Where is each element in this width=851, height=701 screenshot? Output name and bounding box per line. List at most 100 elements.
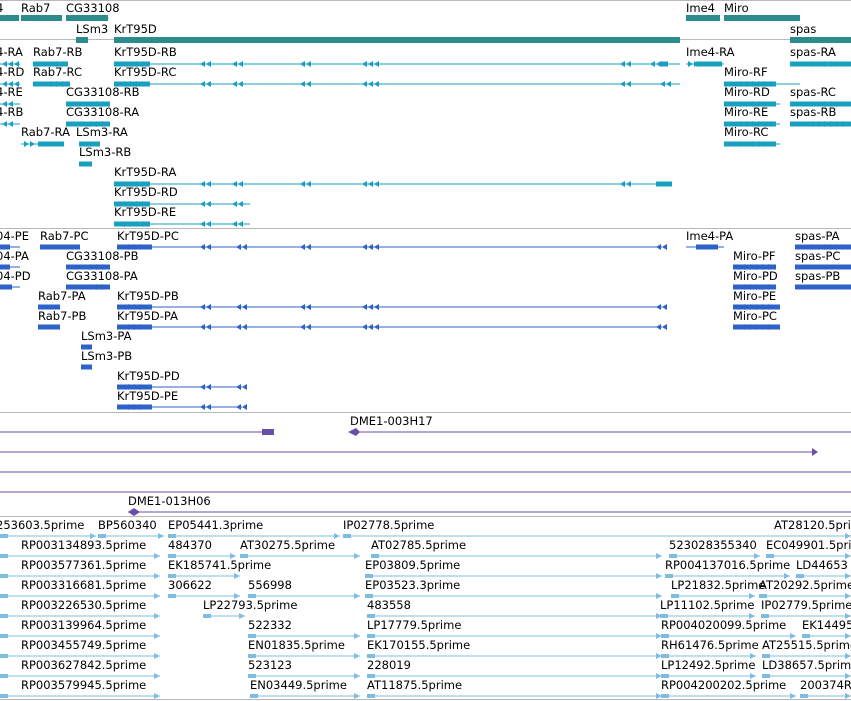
est-block[interactable] — [661, 694, 669, 698]
gene-label[interactable]: 4 — [0, 2, 3, 15]
est-block[interactable] — [800, 694, 808, 698]
strand-arrow[interactable] — [238, 221, 243, 227]
strand-arrow[interactable] — [306, 181, 311, 187]
strand-arrow[interactable] — [830, 101, 835, 107]
est-label[interactable]: LD38657.5prime — [762, 658, 851, 672]
strand-arrow[interactable] — [300, 244, 305, 250]
strand-arrow[interactable] — [104, 15, 109, 21]
est-block[interactable] — [0, 594, 8, 598]
est-label[interactable]: EK170155.5prime — [367, 638, 471, 652]
transcript-label[interactable]: CG33108-PB — [66, 249, 139, 263]
strand-arrow[interactable] — [762, 304, 767, 310]
est-label[interactable]: RP004200202.5prime — [661, 678, 787, 692]
transcript-label[interactable]: spas-RB — [790, 105, 837, 119]
strand-arrow[interactable] — [824, 61, 829, 67]
strand-arrow[interactable] — [656, 693, 662, 699]
est-block[interactable] — [367, 674, 375, 678]
strand-arrow[interactable] — [744, 324, 749, 330]
strand-arrow[interactable] — [830, 121, 835, 127]
transcript-label[interactable]: 04-PD — [0, 269, 31, 283]
transcript-label[interactable]: 04-PA — [0, 249, 29, 263]
transcript-label[interactable]: KrT95D-RA — [114, 165, 177, 179]
transcript-label[interactable]: Rab7-PB — [38, 309, 87, 323]
est-block[interactable] — [660, 614, 668, 618]
est-label[interactable]: LP22793.5prime — [203, 598, 298, 612]
transcript-label[interactable]: Rab7-RB — [33, 45, 83, 59]
strand-arrow[interactable] — [845, 613, 851, 619]
est-label[interactable]: EP05441.3prime — [168, 518, 264, 532]
clone-label[interactable]: DME1-003H17 — [350, 414, 433, 428]
est-block[interactable] — [0, 534, 8, 538]
est-label[interactable]: AT25515.5prime — [762, 638, 851, 652]
strand-arrow[interactable] — [845, 693, 851, 699]
strand-arrow[interactable] — [124, 384, 129, 390]
est-block[interactable] — [168, 574, 176, 578]
est-label[interactable]: AT11875.5prime — [367, 678, 463, 692]
strand-arrow[interactable] — [120, 81, 125, 87]
strand-arrow[interactable] — [368, 181, 373, 187]
strand-arrow[interactable] — [132, 181, 137, 187]
est-label[interactable]: 200374R — [800, 678, 851, 692]
exon-block[interactable] — [81, 364, 92, 370]
est-label[interactable]: RP004137016.5prime — [665, 558, 791, 572]
strand-arrow[interactable] — [62, 61, 67, 67]
est-label[interactable]: 484370 — [168, 538, 212, 552]
strand-arrow[interactable] — [206, 81, 211, 87]
strand-arrow[interactable] — [656, 613, 662, 619]
strand-arrow[interactable] — [362, 324, 367, 330]
strand-arrow[interactable] — [750, 673, 756, 679]
est-block[interactable] — [203, 614, 211, 618]
est-block[interactable] — [98, 534, 106, 538]
strand-arrow[interactable] — [620, 61, 625, 67]
gene-label[interactable]: Miro — [724, 1, 749, 15]
strand-arrow[interactable] — [362, 181, 367, 187]
strand-arrow[interactable] — [154, 673, 160, 679]
strand-arrow[interactable] — [24, 141, 29, 147]
strand-arrow[interactable] — [154, 553, 160, 559]
transcript-label[interactable]: Miro-RD — [724, 85, 770, 99]
strand-arrow[interactable] — [762, 284, 767, 290]
strand-arrow[interactable] — [2, 121, 7, 127]
transcript-label[interactable]: Miro-PF — [733, 249, 776, 263]
strand-arrow[interactable] — [238, 81, 243, 87]
exon-block[interactable] — [0, 264, 10, 270]
strand-arrow[interactable] — [666, 81, 671, 87]
est-label[interactable]: 556998 — [248, 578, 292, 592]
strand-arrow[interactable] — [132, 201, 137, 207]
strand-arrow[interactable] — [200, 304, 205, 310]
exon-block[interactable] — [696, 61, 722, 67]
est-block[interactable] — [766, 554, 774, 558]
est-block[interactable] — [669, 554, 677, 558]
transcript-label[interactable]: Miro-RF — [724, 65, 768, 79]
strand-arrow[interactable] — [762, 324, 767, 330]
est-block[interactable] — [248, 634, 256, 638]
strand-arrow[interactable] — [746, 101, 751, 107]
est-block[interactable] — [371, 554, 379, 558]
strand-arrow[interactable] — [14, 61, 19, 67]
est-label[interactable]: EC049901.5prime — [766, 538, 851, 552]
strand-arrow[interactable] — [374, 81, 379, 87]
est-block[interactable] — [367, 634, 375, 638]
strand-arrow[interactable] — [762, 264, 767, 270]
est-label[interactable]: AT30275.5prime — [240, 538, 336, 552]
strand-arrow[interactable] — [754, 553, 760, 559]
strand-arrow[interactable] — [56, 15, 61, 21]
exon-block[interactable] — [696, 244, 718, 250]
strand-arrow[interactable] — [746, 121, 751, 127]
est-label[interactable]: RP003134893.5prime — [21, 538, 147, 552]
strand-arrow[interactable] — [740, 101, 745, 107]
strand-arrow[interactable] — [306, 61, 311, 67]
est-block[interactable] — [671, 594, 679, 598]
strand-arrow[interactable] — [842, 61, 847, 67]
strand-arrow[interactable] — [758, 141, 763, 147]
strand-arrow[interactable] — [130, 244, 135, 250]
strand-arrow[interactable] — [626, 81, 631, 87]
transcript-label[interactable]: Miro-PE — [733, 289, 777, 303]
transcript-label[interactable]: KrT95D-RD — [114, 185, 178, 199]
strand-arrow[interactable] — [206, 324, 211, 330]
gene-label[interactable]: Rab7 — [21, 1, 51, 15]
strand-arrow[interactable] — [374, 61, 379, 67]
strand-arrow[interactable] — [138, 181, 143, 187]
strand-arrow[interactable] — [56, 81, 61, 87]
